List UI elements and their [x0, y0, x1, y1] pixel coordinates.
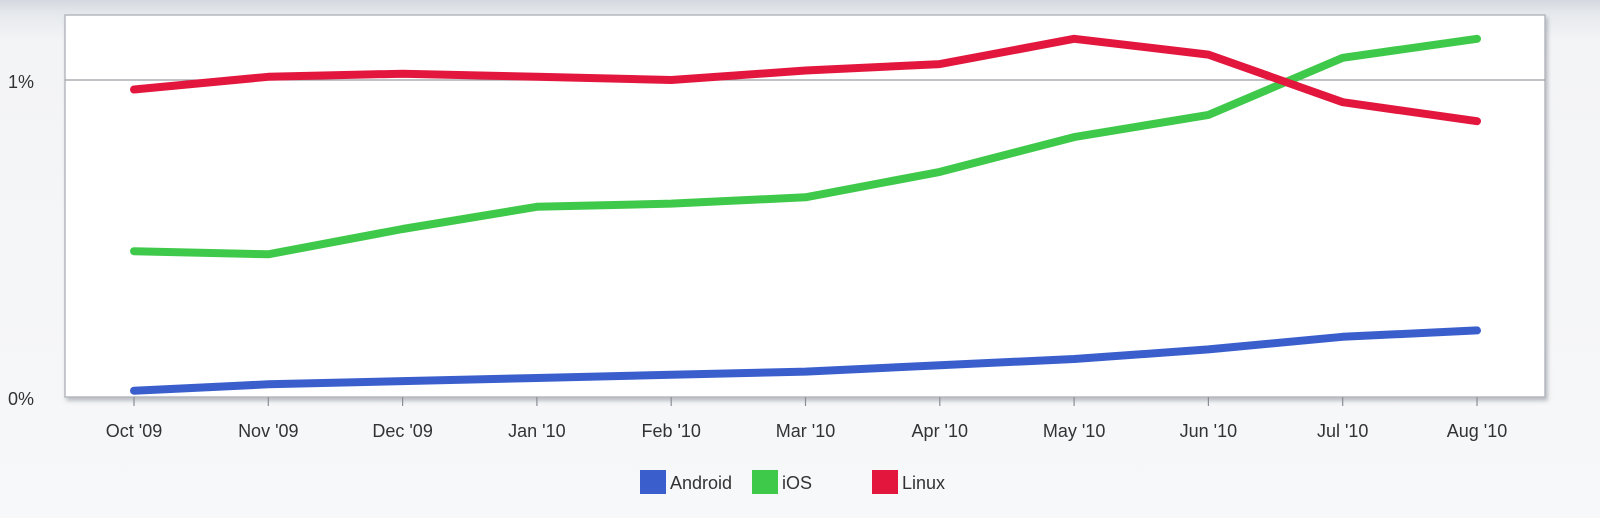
legend-label-linux: Linux: [902, 473, 945, 493]
series-line-ios: [130, 34, 1481, 259]
series-line-android: [130, 326, 1481, 395]
legend-swatch-ios: [752, 470, 778, 494]
x-tick-label: Jan '10: [508, 421, 565, 441]
x-tick-label: Jul '10: [1317, 421, 1368, 441]
x-tick-label: Oct '09: [106, 421, 162, 441]
x-tick-label: Feb '10: [641, 421, 700, 441]
x-tick-label: Jun '10: [1180, 421, 1237, 441]
x-tick-label: May '10: [1043, 421, 1105, 441]
legend-swatch-android: [640, 470, 666, 494]
legend-label-android: Android: [670, 473, 732, 493]
x-tick-label: Aug '10: [1447, 421, 1508, 441]
y-tick-label: 1%: [8, 72, 34, 92]
x-tick-label: Apr '10: [912, 421, 968, 441]
y-tick-label: 0%: [8, 389, 34, 409]
x-tick-label: Nov '09: [238, 421, 298, 441]
x-tick-label: Dec '09: [372, 421, 432, 441]
legend-swatch-linux: [872, 470, 898, 494]
series-line-linux: [130, 34, 1481, 126]
legend-label-ios: iOS: [782, 473, 812, 493]
x-tick-label: Mar '10: [776, 421, 835, 441]
